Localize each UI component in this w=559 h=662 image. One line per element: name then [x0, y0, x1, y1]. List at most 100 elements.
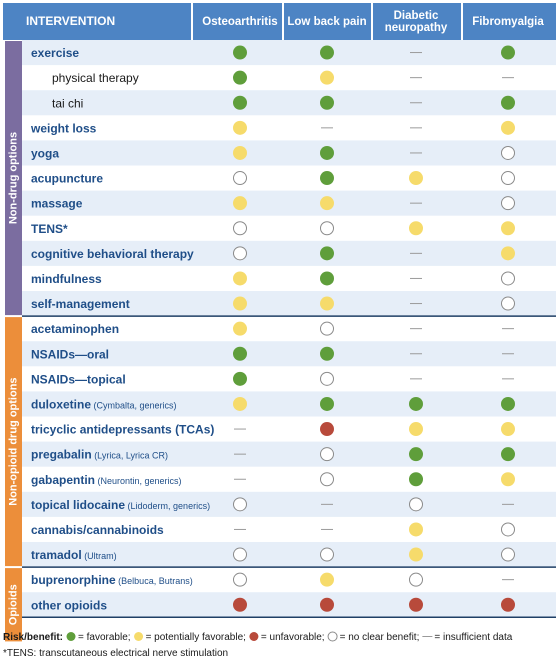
favorable-dot	[320, 171, 334, 186]
table-row-background	[22, 140, 556, 166]
no-clear-benefit-circle	[501, 296, 515, 311]
row-label: tricyclic antidepressants (TCAs)	[31, 423, 214, 437]
no-clear-benefit-circle	[233, 221, 247, 236]
favorable-dot	[320, 396, 334, 411]
favorable-dot	[320, 95, 334, 110]
row-label: massage	[31, 197, 83, 211]
favorable-dot	[233, 95, 247, 110]
potentially-favorable-dot	[320, 196, 334, 211]
group-label: Opioids	[8, 584, 20, 625]
no-clear-benefit-circle	[501, 271, 515, 286]
no-clear-benefit-circle	[233, 497, 247, 512]
potentially-favorable-dot	[409, 422, 423, 437]
table-row-background	[22, 240, 556, 266]
row-label: buprenorphine (Belbuca, Butrans)	[31, 573, 193, 587]
potentially-favorable-dot	[501, 246, 515, 261]
row-label: weight loss	[30, 121, 97, 135]
potentially-favorable-dot	[501, 120, 515, 135]
unfavorable-dot	[233, 597, 247, 612]
no-clear-benefit-circle	[409, 497, 423, 512]
favorable-dot	[320, 346, 334, 361]
no-clear-benefit-circle	[320, 321, 334, 336]
header-intervention: INTERVENTION	[26, 14, 115, 28]
legend-no-clear-benefit-label: = no clear benefit;	[340, 632, 420, 643]
footnote: *TENS: transcutaneous electrical nerve s…	[3, 648, 228, 659]
row-label: topical lidocaine (Lidoderm, generics)	[31, 498, 210, 512]
potentially-favorable-dot	[320, 572, 334, 587]
table-row-background	[22, 291, 556, 317]
row-label: pregabalin (Lyrica, Lyrica CR)	[31, 448, 168, 462]
legend-unfavorable-label: = unfavorable;	[261, 632, 325, 643]
favorable-dot	[233, 70, 247, 85]
table-row-background	[22, 190, 556, 216]
row-label: yoga	[31, 146, 59, 160]
favorable-dot	[501, 95, 515, 110]
potentially-favorable-dot	[320, 70, 334, 85]
no-clear-benefit-circle	[320, 221, 334, 236]
favorable-dot	[409, 472, 423, 487]
group-sidebar	[5, 317, 22, 567]
legend-insufficient-data-label: = insufficient data	[434, 632, 512, 643]
unfavorable-dot	[320, 597, 334, 612]
favorable-dot	[501, 447, 515, 462]
potentially-favorable-dot	[501, 221, 515, 236]
row-label: cannabis/cannabinoids	[31, 523, 164, 537]
favorable-dot	[320, 246, 334, 261]
table-row-background	[22, 391, 556, 417]
no-clear-benefit-circle	[501, 196, 515, 211]
favorable-dot	[320, 145, 334, 160]
header-column-label: Low back pain	[287, 16, 366, 28]
table-row-background	[22, 40, 556, 66]
favorable-dot	[501, 45, 515, 60]
legend-potentially-favorable-symbol	[134, 632, 144, 641]
row-label: acupuncture	[31, 172, 103, 186]
potentially-favorable-dot	[233, 145, 247, 160]
potentially-favorable-dot	[233, 321, 247, 336]
potentially-favorable-dot	[409, 221, 423, 236]
row-label: mindfulness	[31, 272, 102, 286]
row-label: physical therapy	[52, 71, 139, 85]
unfavorable-dot	[320, 422, 334, 437]
potentially-favorable-dot	[233, 196, 247, 211]
favorable-dot	[320, 45, 334, 60]
group-label: Non-opioid drug options	[8, 377, 20, 505]
row-label: gabapentin (Neurontin, generics)	[31, 473, 182, 487]
table-row-background	[22, 341, 556, 367]
no-clear-benefit-circle	[320, 547, 334, 562]
legend-favorable-symbol	[66, 632, 76, 641]
table-row-background	[22, 441, 556, 467]
favorable-dot	[320, 271, 334, 286]
group-label: Non-drug options	[8, 132, 20, 224]
row-label: duloxetine (Cymbalta, generics)	[31, 397, 177, 411]
row-label: TENS*	[31, 222, 68, 236]
potentially-favorable-dot	[409, 522, 423, 537]
potentially-favorable-dot	[233, 296, 247, 311]
potentially-favorable-dot	[409, 547, 423, 562]
legend-unfavorable-symbol	[249, 632, 259, 641]
row-label: exercise	[31, 46, 79, 60]
legend-favorable-label: = favorable;	[78, 632, 131, 643]
no-clear-benefit-circle	[501, 145, 515, 160]
table-row-background	[22, 90, 556, 116]
row-label: tramadol (Ultram)	[31, 548, 117, 562]
no-clear-benefit-circle	[320, 371, 334, 386]
potentially-favorable-dot	[320, 296, 334, 311]
no-clear-benefit-circle	[233, 572, 247, 587]
unfavorable-dot	[409, 597, 423, 612]
legend-prefix: Risk/benefit:	[3, 632, 63, 643]
no-clear-benefit-circle	[320, 472, 334, 487]
row-label: self-management	[31, 297, 130, 311]
legend-no-clear-benefit-symbol	[327, 631, 338, 642]
row-label: other opioids	[31, 598, 107, 612]
header-column-label: Diabetic	[394, 10, 439, 22]
potentially-favorable-dot	[409, 171, 423, 186]
favorable-dot	[233, 45, 247, 60]
no-clear-benefit-circle	[233, 246, 247, 261]
row-label: acetaminophen	[31, 322, 119, 336]
table-row-background	[22, 491, 556, 517]
group-sidebar	[5, 41, 22, 316]
favorable-dot	[233, 371, 247, 386]
legend-potentially-favorable-label: = potentially favorable;	[146, 632, 246, 643]
potentially-favorable-dot	[233, 120, 247, 135]
